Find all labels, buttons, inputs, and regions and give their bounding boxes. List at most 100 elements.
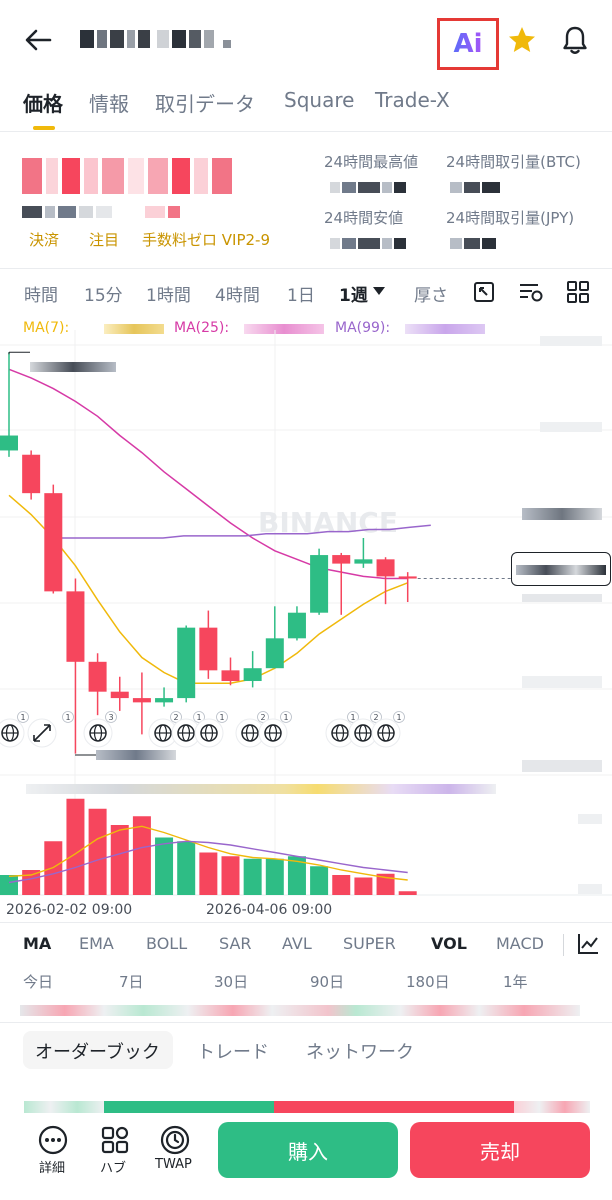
indicator-super[interactable]: SUPER [343,934,396,953]
candle-body [243,668,262,682]
last-price-redacted [22,158,252,198]
x-axis-date-2: 2026-04-06 09:00 [206,902,333,918]
y-axis-label-redacted [522,676,602,688]
candle-body [199,627,218,671]
indicator-boll[interactable]: BOLL [146,934,188,953]
ma99-value-redacted [405,324,485,334]
event-markers: 1 3 2 1 1 2 1 1 2 1 1 [0,711,405,748]
candle-body [376,559,395,577]
candlesticks [0,351,511,756]
candle-body [265,638,284,669]
tab-network[interactable]: ネットワーク [306,1042,414,1063]
sell-button[interactable]: 売却 [410,1122,590,1178]
interval-4h[interactable]: 4時間 [215,286,260,306]
event-count-badge: 2 [260,713,265,722]
candle-body [110,691,129,699]
candle-body [221,670,240,682]
indicator-avl[interactable]: AVL [282,934,312,953]
tab-info[interactable]: 情報 [89,92,129,116]
event-count-badge: 2 [173,713,178,722]
bottom-hub-label[interactable]: ハブ [100,1161,127,1176]
countdown-redacted [522,594,602,602]
volume-bar [0,875,18,895]
back-arrow-icon[interactable] [22,24,54,56]
indicator-sar[interactable]: SAR [219,934,252,953]
period-today[interactable]: 今日 [23,973,54,991]
volume-bar [265,858,284,895]
top-bar: Ai [0,0,612,82]
y-axis-label-redacted [522,760,602,772]
ask-ratio-bar [274,1101,514,1113]
chart-expand-icon[interactable] [472,280,496,304]
volume-ma-short [8,825,408,881]
volume-bar [199,852,218,895]
bottom-details-label[interactable]: 詳細 [39,1161,66,1176]
volume-bar [221,856,240,895]
event-count-badge: 3 [108,713,113,722]
tab-trades[interactable]: トレード [197,1042,269,1063]
volume-bar [310,866,329,895]
event-globe-icon: 1 [371,711,405,748]
tag-settlement[interactable]: 決済 [29,231,60,249]
indicator-macd[interactable]: MACD [496,934,544,953]
favorite-star-icon[interactable] [506,24,538,56]
candle-body [287,612,306,639]
period-180d[interactable]: 180日 [406,973,450,991]
interval-depth[interactable]: 厚さ [414,286,448,306]
event-count-badge: 2 [373,713,378,722]
twap-clock-icon[interactable] [159,1124,191,1156]
period-1y[interactable]: 1年 [503,973,528,991]
price-chart[interactable]: BINANCE 1 3 2 1 1 2 1 1 2 11 [0,330,612,900]
bottom-twap-label[interactable]: TWAP [155,1157,192,1172]
y-axis-label-redacted [522,508,602,520]
buy-button[interactable]: 購入 [218,1122,398,1178]
period-90d[interactable]: 90日 [310,973,345,991]
ma7-label: MA(7): [23,320,70,336]
interval-time[interactable]: 時間 [24,286,58,306]
event-globe-icon: 1 [258,711,292,748]
ai-assistant-button[interactable]: Ai [437,18,499,70]
period-30d[interactable]: 30日 [214,973,249,991]
volume-bar [22,870,41,895]
candle-body [155,698,174,703]
interval-1d[interactable]: 1日 [287,286,315,306]
interval-1w[interactable]: 1週 [339,286,368,306]
volume-bar [88,808,107,895]
bell-icon[interactable] [560,24,590,56]
tab-trading-data[interactable]: 取引データ [155,92,255,116]
event-count-badge: 1 [65,713,70,722]
volume-bar [376,873,395,895]
interval-1h[interactable]: 1時間 [146,286,191,306]
chevron-down-icon [373,287,385,295]
tag-zero-fee[interactable]: 手数料ゼロ VIP2-9 [142,231,270,249]
indicator-ma[interactable]: MA [23,934,52,953]
vol-axis-label-redacted [578,814,602,824]
indicator-settings-icon[interactable] [518,280,544,304]
stat-low-value-redacted [330,234,408,253]
divider [0,922,612,923]
indicator-vol[interactable]: VOL [431,934,467,953]
hub-icon[interactable] [99,1124,131,1156]
active-tab-indicator [33,126,55,130]
ma99-label: MA(99): [335,320,391,336]
tag-watch[interactable]: 注目 [89,231,120,249]
tab-orderbook[interactable]: オーダーブック [35,1042,160,1063]
high-callout-line [8,351,30,355]
stat-high-label: 24時間最高値 [324,153,419,171]
volume-bar [110,825,129,895]
tab-price[interactable]: 価格 [23,92,63,116]
orderbook-tab-highlight [23,1031,173,1069]
interval-15m[interactable]: 15分 [84,286,123,306]
grid-layout-icon[interactable] [566,280,590,304]
indicator-chart-icon[interactable] [576,932,600,956]
candle-body [0,435,18,451]
candle-body [354,559,373,564]
period-7d[interactable]: 7日 [119,973,144,991]
divider [563,934,564,956]
candle-body [398,576,417,579]
more-details-icon[interactable] [37,1124,69,1156]
tab-square[interactable]: Square [284,88,355,112]
indicator-ema[interactable]: EMA [79,934,114,953]
event-count-badge: 1 [283,713,288,722]
tab-trade-x[interactable]: Trade-X [375,88,450,112]
